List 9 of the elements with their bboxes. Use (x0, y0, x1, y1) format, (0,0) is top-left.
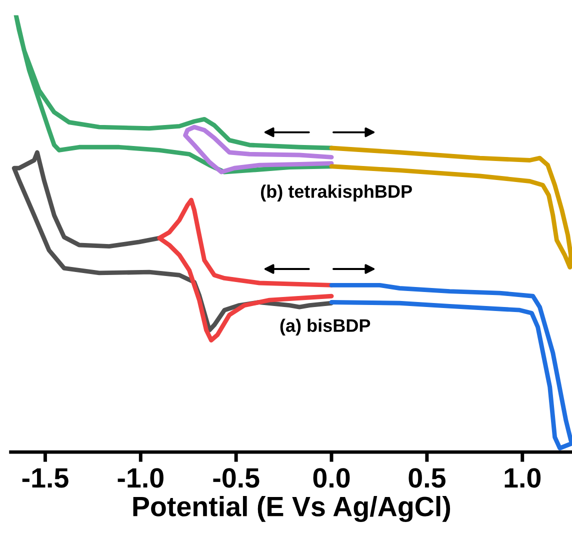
x-tick-label: -1.5 (22, 468, 68, 488)
x-axis-title: Potential (E Vs Ag/AgCl) (133, 496, 450, 522)
annotation: (a) bisBDP (280, 318, 370, 336)
x-tick-label: 1.0 (504, 468, 541, 488)
x-tick-label: 0.0 (313, 468, 350, 488)
x-tick-label: -1.0 (118, 468, 164, 488)
x-tick-label: 0.5 (408, 468, 446, 488)
x-tick-label: -0.5 (213, 468, 260, 488)
annotation: (b) tetrakisphBDP (260, 184, 412, 202)
